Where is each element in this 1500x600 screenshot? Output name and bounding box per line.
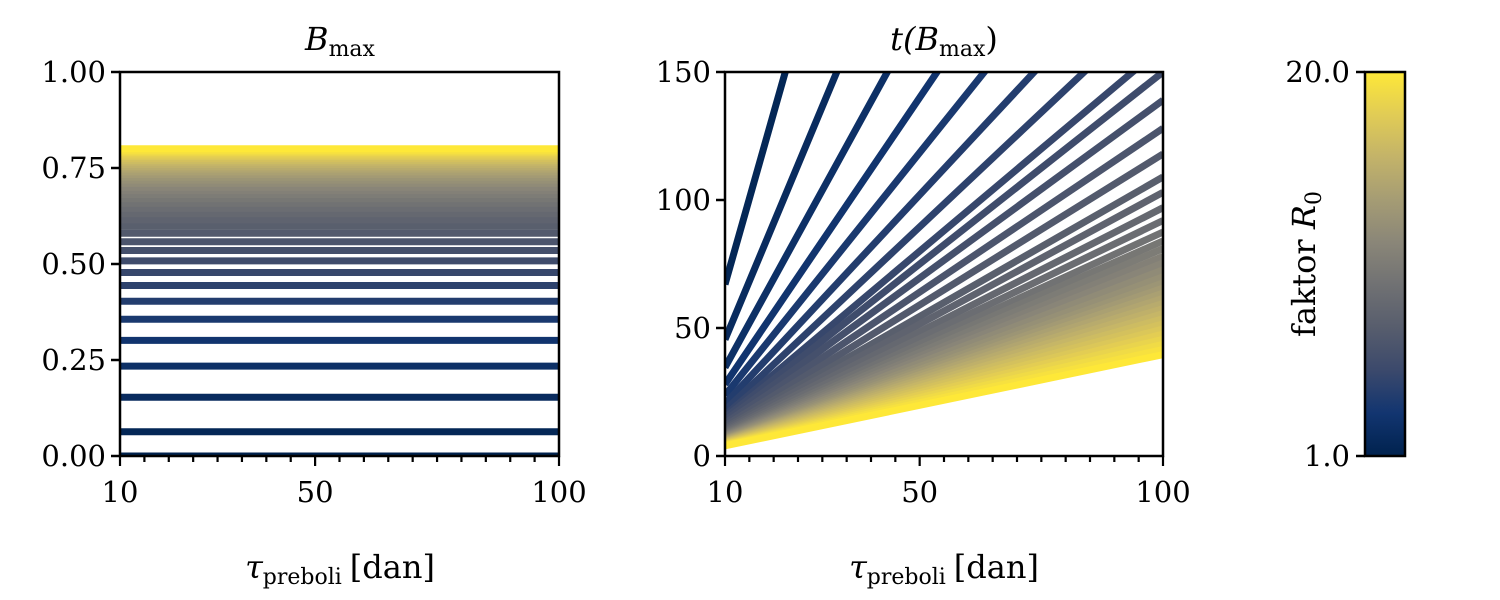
panel-bmax: Bmax 0.00 0.25 0.50 0.75 1.00 10 50 100 τprebo… (41, 20, 586, 590)
panel1-ytick-label: 0.75 (41, 151, 106, 185)
panel2-yaxis: 0 50 100 150 (656, 55, 725, 473)
panel1-xaxis: 10 50 100 (102, 456, 587, 509)
panel2-xtick-label: 50 (901, 475, 938, 509)
panel1-title: Bmax (304, 20, 375, 62)
panel1-ytick-label: 1.00 (41, 55, 106, 89)
tbmax-line-r0-6 (725, 97, 1163, 424)
colorbar-tick-label: 1.0 (1304, 439, 1350, 473)
tbmax-line-r0-7 (725, 150, 1163, 429)
panel2-ytick-label: 0 (693, 439, 711, 473)
panel2-xlabel: τpreboli [dan] (849, 548, 1039, 590)
panel1-xlabel: τpreboli [dan] (245, 548, 435, 590)
panel2-xtick-label: 10 (707, 475, 744, 509)
panel2-ytick-label: 150 (656, 55, 711, 89)
tbmax-line-r0-5 (725, 72, 1139, 418)
panel2-title: t(Bmax) (890, 20, 998, 62)
panel1-yaxis: 0.00 0.25 0.50 0.75 1.00 (41, 55, 120, 473)
panel2-ytick-label: 100 (656, 183, 711, 217)
panel1-xtick-label: 100 (531, 475, 586, 509)
panel1-ytick-label: 0.50 (41, 247, 106, 281)
tbmax-line-r0-6.5 (725, 125, 1163, 427)
tbmax-line-r0-2 (725, 72, 841, 341)
tbmax-line-r0-20 (725, 351, 1163, 450)
tbmax-line-r0-4.5 (725, 72, 1090, 413)
colorbar-ticks: 1.0 20.0 (1285, 55, 1365, 473)
panel2-xtick-label: 100 (1135, 475, 1190, 509)
colorbar-gradient (1363, 70, 1407, 458)
panel2-xaxis: 10 50 100 (707, 456, 1191, 509)
tbmax-line-r0-4 (725, 72, 1039, 407)
panel1-xtick-label: 10 (102, 475, 139, 509)
panel1-ytick-label: 0.00 (41, 439, 106, 473)
panel1-series (120, 145, 559, 456)
tbmax-line-r0-3 (725, 72, 942, 387)
tbmax-line-r0-2.5 (725, 72, 892, 370)
panel2-series (725, 72, 1163, 450)
tbmax-line-r0-5.5 (725, 72, 1163, 421)
panel2-ytick-label: 50 (674, 311, 711, 345)
colorbar: 1.0 20.0 faktor R0 (1285, 55, 1407, 473)
colorbar-tick-label: 20.0 (1285, 55, 1350, 89)
panel-tbmax: t(Bmax) 0 50 100 150 10 50 100 τpreboli [dan] (656, 20, 1191, 590)
panel1-ytick-label: 0.25 (41, 343, 106, 377)
colorbar-label: faktor R0 (1285, 191, 1327, 337)
tbmax-line-r0-3.5 (725, 72, 989, 398)
panel1-xtick-label: 50 (297, 475, 334, 509)
